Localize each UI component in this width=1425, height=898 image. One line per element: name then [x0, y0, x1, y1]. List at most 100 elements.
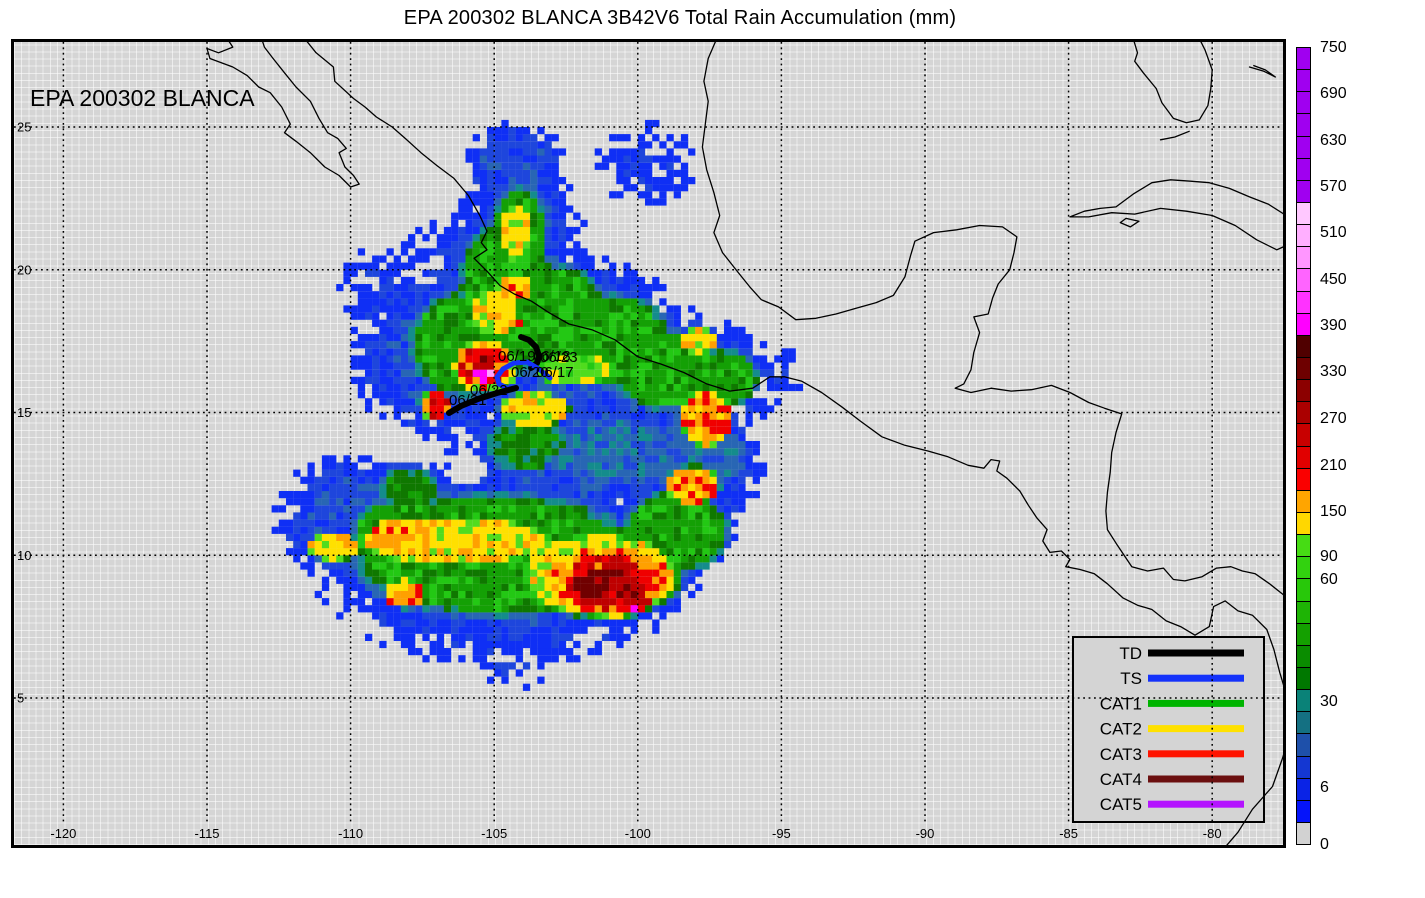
rain-cell: [623, 319, 631, 327]
rain-cell: [336, 491, 344, 499]
rain-cell: [652, 376, 660, 384]
rain-cell: [422, 269, 430, 277]
rain-cell: [487, 448, 495, 456]
rain-cell: [515, 548, 523, 556]
rain-cell: [487, 626, 495, 634]
rain-cell: [408, 234, 416, 242]
rain-cell: [408, 319, 416, 327]
rain-cell: [307, 548, 315, 556]
rain-cell: [530, 412, 538, 420]
rain-cell: [530, 626, 538, 634]
rain-cell: [321, 491, 330, 499]
rain-cell: [573, 262, 581, 270]
rain-cell: [702, 541, 710, 549]
rain-cell: [666, 491, 674, 499]
rain-cell: [580, 334, 588, 342]
rain-cell: [465, 483, 473, 492]
rain-cell: [587, 262, 595, 270]
rain-cell: [645, 291, 653, 299]
rain-cell: [601, 376, 610, 384]
rain-cell: [601, 412, 610, 420]
rain-cell: [630, 148, 638, 156]
rain-cell: [400, 583, 409, 591]
rain-cell: [501, 376, 509, 384]
rain-cell: [515, 669, 523, 677]
rain-cell: [429, 512, 437, 520]
rain-cell: [752, 398, 760, 406]
rain-cell: [601, 255, 610, 263]
rain-cell: [601, 605, 610, 613]
rain-cell: [293, 541, 301, 549]
rain-cell: [465, 284, 473, 292]
rain-cell: [623, 605, 631, 613]
rain-cell: [487, 205, 495, 213]
rain-cell: [501, 583, 509, 591]
rain-cell: [479, 148, 488, 156]
rain-cell: [551, 419, 559, 427]
rain-cell: [566, 391, 574, 399]
rain-cell: [522, 319, 531, 327]
rain-cell: [515, 362, 523, 370]
rain-cell: [343, 526, 351, 534]
rain-cell: [515, 598, 523, 606]
rain-cell: [458, 569, 466, 577]
rain-cell: [379, 640, 387, 649]
rain-cell: [508, 633, 516, 641]
rain-cell: [544, 633, 552, 641]
rain-cell: [702, 555, 710, 563]
rain-cell: [716, 362, 725, 370]
rain-cell: [379, 505, 387, 513]
rain-cell: [393, 569, 401, 577]
rain-cell: [487, 326, 495, 334]
rain-cell: [494, 619, 502, 627]
rain-cell: [515, 212, 523, 220]
rain-cell: [530, 162, 538, 170]
rain-cell: [587, 576, 595, 584]
rain-cell: [365, 455, 373, 463]
rain-cell: [630, 269, 638, 277]
rain-cell: [479, 491, 488, 499]
rain-cell: [659, 155, 667, 163]
rain-cell: [530, 255, 538, 263]
rain-cell: [494, 455, 502, 463]
rain-cell: [479, 605, 488, 613]
rain-cell: [472, 412, 480, 420]
rain-cell: [673, 441, 681, 449]
colorbar-cell: [1296, 489, 1311, 513]
rain-cell: [501, 483, 509, 492]
rain-cell: [386, 598, 394, 606]
rain-cell: [436, 633, 445, 641]
rain-cell: [616, 291, 624, 299]
rain-cell: [594, 598, 602, 606]
rain-cell: [429, 348, 437, 356]
rain-cell: [645, 590, 653, 599]
rain-cell: [443, 576, 452, 584]
rain-cell: [458, 541, 466, 549]
rain-cell: [580, 391, 588, 399]
rain-cell: [400, 640, 409, 649]
rain-cell: [479, 276, 488, 285]
rain-cell: [558, 291, 567, 299]
rain-cell: [465, 334, 473, 342]
rain-cell: [472, 512, 480, 520]
rain-cell: [645, 519, 653, 527]
rain-cell: [673, 355, 681, 363]
rain-cell: [623, 476, 631, 484]
rain-cell: [393, 326, 401, 334]
rain-cell: [400, 476, 409, 484]
rain-cell: [558, 234, 567, 242]
rain-cell: [551, 198, 559, 206]
rain-cell: [494, 169, 502, 177]
rain-cell: [594, 412, 602, 420]
rain-cell: [501, 169, 509, 177]
rain-cell: [709, 376, 717, 384]
rain-cell: [673, 369, 681, 377]
rain-cell: [558, 512, 567, 520]
rain-cell: [752, 376, 760, 384]
rain-cell: [551, 576, 559, 584]
rain-cell: [508, 248, 516, 256]
rain-cell: [522, 412, 531, 420]
rain-cell: [544, 598, 552, 606]
rain-cell: [501, 226, 509, 235]
rain-cell: [379, 462, 387, 470]
